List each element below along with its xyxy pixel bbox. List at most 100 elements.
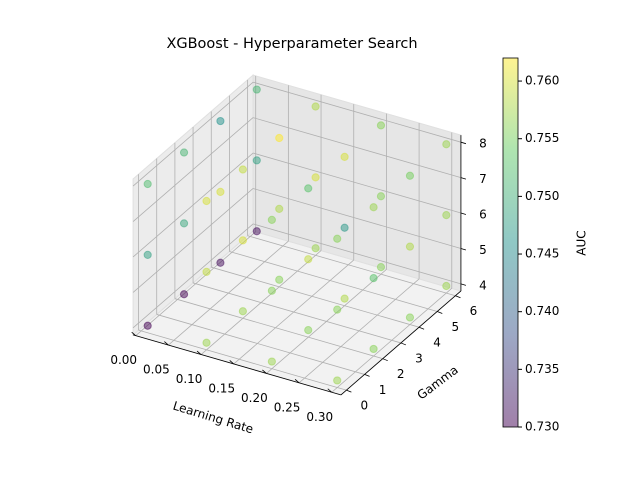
- point: [143, 250, 152, 259]
- colorbar-tick-label: 0.740: [525, 304, 559, 318]
- point: [275, 204, 284, 213]
- point: [216, 187, 225, 196]
- point: [369, 274, 378, 283]
- colorbar-tick-label: 0.735: [525, 362, 559, 376]
- y-tick-label: 4: [433, 336, 441, 350]
- grid-line: [211, 266, 420, 328]
- point: [333, 376, 342, 385]
- chart-title: XGBoost - Hyperparameter Search: [166, 36, 417, 52]
- tick-mark: [460, 248, 467, 251]
- colorbar: [502, 57, 519, 428]
- tick-mark: [364, 374, 370, 377]
- point: [304, 184, 313, 193]
- point: [252, 85, 261, 94]
- point: [179, 219, 189, 228]
- z-tick-label: 8: [479, 137, 487, 151]
- y-tick-label: 3: [415, 351, 423, 365]
- grid-line: [132, 188, 254, 293]
- point: [311, 173, 320, 182]
- y-tick-label: 2: [397, 367, 405, 381]
- grid-line: [138, 329, 347, 391]
- point: [376, 192, 386, 201]
- point: [238, 236, 247, 245]
- x-tick-label: 0.15: [208, 381, 235, 395]
- y-axis-label: Gamma: [415, 363, 461, 403]
- point: [275, 275, 284, 284]
- point: [333, 234, 342, 243]
- grid-line: [252, 117, 462, 178]
- grid-line: [132, 117, 254, 222]
- point: [143, 179, 152, 189]
- y-axis-line: [340, 290, 462, 396]
- grid-line: [229, 251, 438, 312]
- point: [267, 286, 276, 295]
- point: [369, 203, 378, 212]
- point: [340, 152, 349, 161]
- grid-line: [156, 314, 365, 375]
- point: [179, 148, 189, 157]
- point: [252, 227, 261, 236]
- x-tick-label: 0.05: [143, 363, 170, 377]
- point: [405, 242, 415, 251]
- tick-mark: [460, 283, 467, 286]
- tick-mark: [437, 311, 443, 314]
- tick-mark: [418, 326, 425, 330]
- point: [202, 338, 211, 347]
- point: [311, 244, 320, 253]
- y-tick-label: 0: [361, 399, 369, 413]
- point: [216, 258, 225, 267]
- point: [202, 196, 211, 206]
- point: [238, 165, 247, 174]
- point: [376, 121, 386, 130]
- y-tick-label: 6: [470, 304, 478, 318]
- grid-line: [252, 188, 462, 249]
- point: [376, 263, 386, 272]
- point: [442, 281, 451, 291]
- x-tick-label: 0.30: [306, 410, 333, 424]
- point: [369, 344, 378, 354]
- z-tick-label: 5: [479, 243, 487, 257]
- colorbar-tick-label: 0.730: [525, 420, 559, 434]
- grid-line: [132, 81, 254, 187]
- colorbar-tick-label: 0.760: [525, 74, 559, 88]
- z-tick-label: 6: [479, 208, 487, 222]
- grid-line: [132, 152, 254, 258]
- z-tick-label: 7: [479, 172, 487, 186]
- point: [252, 156, 261, 165]
- point: [304, 325, 313, 335]
- point: [202, 267, 211, 276]
- grid-line: [132, 223, 254, 329]
- point: [311, 102, 320, 111]
- point: [405, 313, 415, 322]
- x-tick-label: 0.10: [176, 372, 203, 386]
- grid-line: [247, 235, 456, 297]
- grid-line: [192, 282, 402, 344]
- point: [179, 290, 189, 299]
- tick-mark: [460, 177, 467, 180]
- point: [442, 211, 451, 220]
- y-tick-label: 1: [379, 383, 387, 397]
- tick-mark: [460, 141, 467, 145]
- point: [340, 294, 349, 303]
- grid-line: [174, 298, 383, 360]
- point: [333, 305, 342, 314]
- tick-mark: [346, 389, 352, 393]
- point: [238, 307, 247, 316]
- tick-mark: [382, 358, 388, 362]
- point: [275, 133, 284, 143]
- point: [267, 357, 276, 366]
- grid-line: [252, 223, 462, 285]
- z-tick-label: 4: [479, 278, 487, 292]
- grid-line: [252, 81, 462, 143]
- x-tick-label: 0.25: [274, 400, 301, 414]
- x-axis-line: [132, 334, 342, 396]
- tick-mark: [455, 295, 461, 299]
- point: [304, 255, 313, 264]
- colorbar-tick-label: 0.745: [525, 247, 559, 261]
- point: [442, 140, 451, 149]
- x-tick-label: 0.20: [241, 391, 268, 405]
- point: [405, 171, 415, 180]
- colorbar-tick-label: 0.755: [525, 131, 559, 145]
- grid-line: [252, 152, 462, 214]
